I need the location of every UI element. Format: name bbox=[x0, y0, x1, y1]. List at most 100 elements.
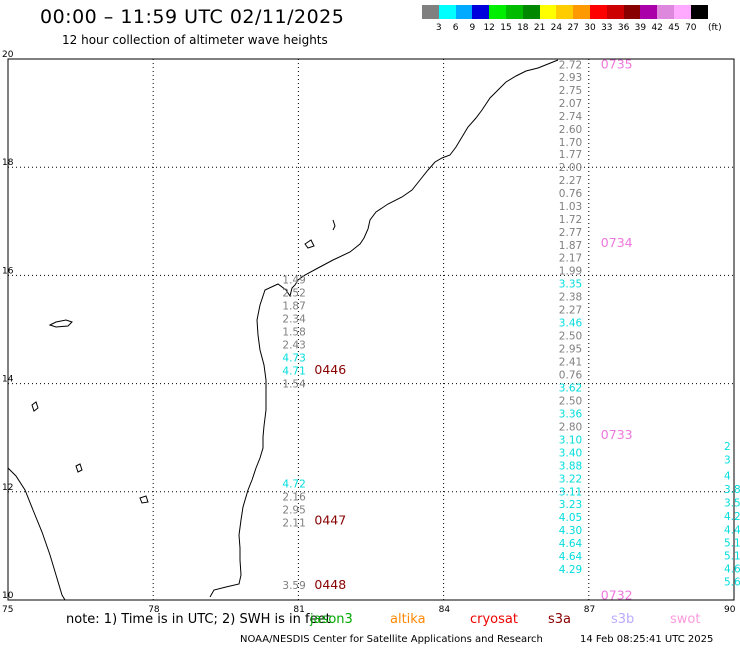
scale-tick-label: 45 bbox=[668, 23, 680, 33]
scale-tick-label: 6 bbox=[452, 23, 459, 33]
wave-height-value: 2.17 bbox=[559, 253, 582, 265]
wave-height-value: 2.75 bbox=[559, 85, 582, 97]
scale-tick-label: 24 bbox=[550, 23, 563, 33]
wave-height-value: 1.77 bbox=[559, 149, 582, 161]
wave-height-value: 3.22 bbox=[559, 473, 582, 485]
wave-height-value: 5.10 bbox=[724, 551, 740, 563]
color-swatch bbox=[455, 5, 473, 19]
color-swatch bbox=[472, 5, 490, 19]
color-swatch bbox=[556, 5, 574, 19]
scale-tick-label: 33 bbox=[601, 23, 613, 33]
wave-height-value: 2.50 bbox=[559, 330, 582, 342]
island-1 bbox=[48, 319, 73, 328]
credit-line: NOAA/NESDIS Center for Satellite Applica… bbox=[240, 634, 543, 645]
island-3 bbox=[75, 463, 83, 473]
y-tick-label: 18 bbox=[2, 158, 14, 168]
scale-tick-label: 3 bbox=[435, 23, 442, 33]
wave-height-value: 1.58 bbox=[282, 327, 305, 339]
x-tick-label: 84 bbox=[439, 605, 451, 615]
wave-height-value: 4.05 bbox=[559, 512, 582, 524]
wave-height-value: 3.46 bbox=[559, 317, 583, 329]
wave-height-value: 4.2 bbox=[724, 511, 740, 523]
wave-height-value: 2.93 bbox=[559, 72, 582, 84]
wave-height-value: 2.43 bbox=[282, 340, 305, 352]
india-east-coast bbox=[209, 59, 559, 598]
wave-height-value: 2.41 bbox=[559, 356, 582, 368]
time-stamp-label: 0735 bbox=[601, 56, 633, 71]
satellite-label-s3b: s3b bbox=[611, 612, 635, 627]
y-tick-label: 16 bbox=[2, 266, 14, 276]
color-swatch bbox=[489, 5, 507, 19]
scale-tick-label: 21 bbox=[533, 23, 546, 33]
color-swatch bbox=[438, 5, 457, 19]
x-tick-label: 75 bbox=[2, 605, 13, 615]
wave-height-value: 2.95 bbox=[559, 343, 582, 355]
wave-height-value: 3.59 bbox=[282, 580, 305, 592]
scale-tick-label: 36 bbox=[617, 23, 630, 33]
time-stamp-label: 0447 bbox=[314, 512, 346, 527]
map-frame bbox=[7, 58, 735, 601]
wave-height-value: 1.72 bbox=[559, 214, 582, 226]
scale-tick-label: 12 bbox=[483, 23, 495, 33]
wave-height-value: 2 bbox=[724, 441, 731, 453]
time-stamp-label: 0448 bbox=[314, 577, 346, 592]
island-2 bbox=[31, 401, 39, 412]
wave-height-value: 3.40 bbox=[559, 447, 582, 459]
wave-height-value: 3.35 bbox=[559, 279, 582, 291]
wave-height-value: 4.71 bbox=[282, 366, 305, 378]
wave-height-value: 3.10 bbox=[559, 434, 582, 446]
wave-height-value: 5.16 bbox=[724, 538, 740, 550]
wave-height-value: 5.62 bbox=[724, 577, 740, 589]
wave-height-value: 4.72 bbox=[282, 479, 305, 491]
generation-timestamp: 14 Feb 08:25:41 UTC 2025 bbox=[580, 634, 714, 645]
wave-height-value: 1.99 bbox=[559, 266, 582, 278]
color-swatch bbox=[657, 5, 675, 19]
scale-tick-label: 70 bbox=[685, 23, 697, 33]
chart-subtitle: 12 hour collection of altimeter wave hei… bbox=[62, 33, 328, 47]
wave-height-value: 2.52 bbox=[282, 288, 305, 300]
scale-unit-label: (ft) bbox=[708, 23, 722, 33]
wave-height-value: 1.87 bbox=[282, 301, 305, 313]
altimeter-tracks: 2.722.932.752.072.742.601.701.772.002.27… bbox=[282, 56, 740, 602]
wave-height-value: 1.03 bbox=[559, 201, 582, 213]
satellite-label-jason3: jason3 bbox=[310, 612, 353, 627]
track-east: 2.722.932.752.072.742.601.701.772.002.27… bbox=[559, 56, 633, 602]
y-tick-label: 14 bbox=[2, 375, 14, 385]
x-tick-label: 81 bbox=[293, 605, 304, 615]
color-swatch bbox=[539, 5, 557, 19]
wave-height-value: 3.23 bbox=[559, 499, 582, 511]
wave-height-value: 3.5 bbox=[724, 498, 740, 510]
y-tick-label: 12 bbox=[2, 483, 13, 493]
color-swatch bbox=[506, 5, 524, 19]
scale-tick-label: 18 bbox=[517, 23, 529, 33]
y-tick-label: 20 bbox=[2, 50, 14, 60]
color-swatch bbox=[522, 5, 541, 19]
satellite-label-s3a: s3a bbox=[548, 612, 572, 627]
island-5 bbox=[332, 219, 336, 231]
scale-tick-label: 30 bbox=[584, 23, 596, 33]
island-6 bbox=[304, 239, 315, 249]
x-tick-label: 87 bbox=[584, 605, 595, 615]
time-stamp-label: 0734 bbox=[601, 235, 633, 250]
island-4 bbox=[139, 495, 149, 504]
wave-height-value: 2.16 bbox=[282, 492, 306, 504]
wave-height-value: 2.34 bbox=[282, 314, 306, 326]
wave-height-value: 4.29 bbox=[559, 564, 582, 576]
lat-lon-grid: 75 78 81 84 87 90 20 18 16 14 12 10 bbox=[2, 50, 736, 615]
wave-height-value: 3 bbox=[724, 454, 731, 466]
satellite-label-swot: swot bbox=[670, 612, 701, 627]
wave-height-value: 2.27 bbox=[559, 175, 582, 187]
wave-height-value: 2.60 bbox=[559, 124, 582, 136]
color-swatch bbox=[640, 5, 658, 19]
coastline bbox=[7, 59, 559, 601]
color-swatch bbox=[422, 5, 440, 19]
x-tick-label: 90 bbox=[724, 605, 736, 615]
wave-height-value: 2.38 bbox=[559, 291, 582, 303]
wave-height-value: 4.60 bbox=[724, 564, 740, 576]
color-swatch bbox=[590, 5, 608, 19]
scale-tick-label: 9 bbox=[469, 23, 476, 33]
color-swatch bbox=[573, 5, 591, 19]
color-swatch bbox=[606, 5, 625, 19]
wave-height-value: 2.07 bbox=[559, 98, 582, 110]
